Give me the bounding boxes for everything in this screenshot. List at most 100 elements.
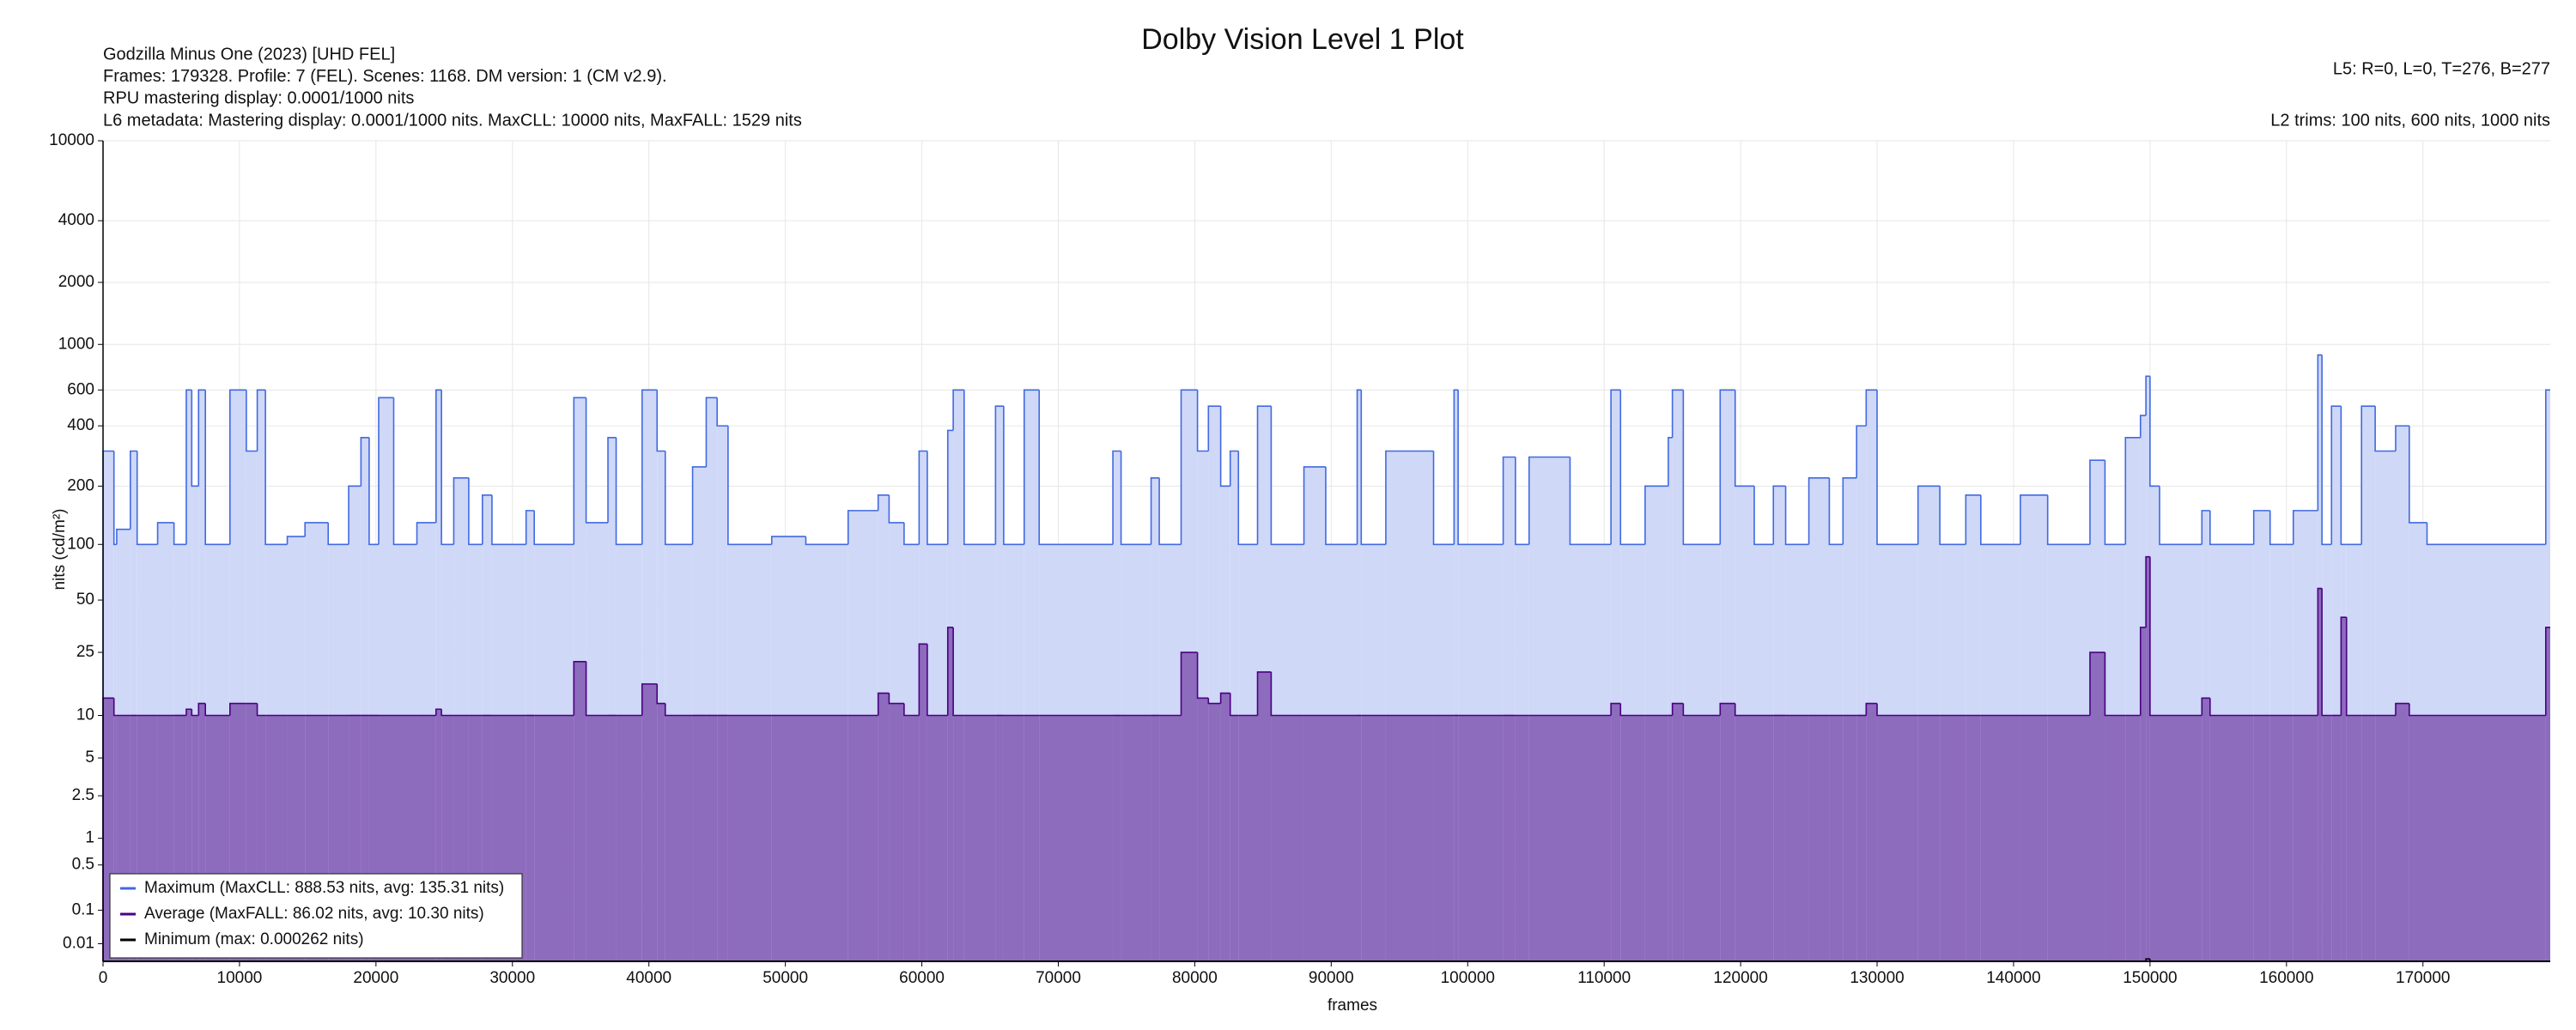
step-line [1196, 652, 1209, 700]
step-line [1610, 389, 1621, 545]
step-line [1682, 703, 1721, 717]
step-line [1807, 477, 1830, 545]
step-line [2395, 425, 2409, 451]
step-line [1207, 405, 1221, 451]
area-segment [1208, 703, 1221, 961]
step-line [392, 397, 417, 546]
step-line [2139, 627, 2147, 716]
step-line [1856, 425, 1867, 478]
area-segment [1303, 715, 1326, 961]
area-segment [526, 715, 535, 961]
area-segment [1754, 715, 1774, 961]
step-line [847, 510, 878, 545]
step-line [1453, 389, 1459, 545]
area-segment [1515, 715, 1529, 961]
area-segment [927, 715, 948, 961]
step-line [1753, 486, 1774, 546]
step-line [927, 451, 948, 546]
x-tick-label: 30000 [489, 969, 535, 987]
area-segment [1230, 451, 1239, 961]
area-segment [2409, 715, 2427, 961]
step-line [1734, 703, 1755, 717]
x-tick-label: 130000 [1850, 969, 1904, 987]
area-segment [2395, 703, 2409, 961]
area-segment [1454, 390, 1459, 961]
area-segment [727, 715, 772, 961]
step-line [197, 389, 206, 487]
x-tick-label: 90000 [1309, 969, 1354, 987]
step-line [877, 692, 890, 716]
area-segment [1808, 715, 1830, 961]
y-axis-label: nits (cd/m²) [51, 509, 69, 591]
area-segment [198, 390, 206, 961]
x-tick-label: 60000 [899, 969, 945, 987]
x-tick-label: 50000 [762, 969, 808, 987]
area-segment [1503, 715, 1516, 961]
info-text: Godzilla Minus One (2023) [UHD FEL] [103, 45, 395, 64]
area-segment [2253, 715, 2270, 961]
step-line [1502, 456, 1516, 545]
step-line [641, 683, 658, 716]
step-line [2104, 460, 2126, 546]
area-segment [1159, 715, 1182, 961]
step-line [691, 466, 707, 545]
step-line [2317, 354, 2323, 511]
step-line [2020, 494, 2048, 545]
step-line [2201, 697, 2210, 716]
area-segment [1785, 715, 1809, 961]
step-line [805, 536, 848, 546]
area-segment [1433, 715, 1455, 961]
step-line [770, 536, 806, 545]
area-segment [1965, 715, 1981, 961]
step-line [585, 661, 609, 717]
area-segment [2293, 715, 2318, 961]
area-segment [1773, 715, 1786, 961]
step-line [1671, 389, 1684, 438]
x-tick-label: 70000 [1036, 969, 1081, 987]
area-segment [1611, 703, 1621, 961]
step-line [264, 390, 288, 546]
step-line [2139, 415, 2147, 438]
step-line [994, 405, 1004, 545]
area-segment [2146, 556, 2150, 961]
y-tick-label: 600 [67, 380, 94, 398]
area-segment [198, 703, 206, 961]
step-line [573, 397, 586, 545]
step-line [903, 522, 920, 546]
y-tick-label: 10 [76, 706, 94, 724]
step-line [112, 451, 117, 546]
area-segment [2318, 588, 2323, 961]
area-segment [608, 437, 617, 962]
area-segment [2149, 715, 2160, 961]
step-line [453, 477, 469, 545]
x-tick-label: 120000 [1713, 969, 1767, 987]
area-segment [1866, 703, 1878, 961]
step-line [2159, 486, 2202, 546]
area-segment [2047, 715, 2090, 961]
step-line [918, 643, 927, 716]
area-segment [1113, 451, 1121, 961]
y-tick-label: 5 [85, 748, 94, 766]
step-line [191, 390, 199, 488]
area-segment [963, 715, 996, 961]
y-tick-label: 0.1 [72, 900, 94, 918]
area-segment [641, 683, 658, 961]
step-line [641, 389, 658, 545]
area-segment [1570, 715, 1612, 961]
area-segment [2125, 715, 2141, 961]
step-line [1876, 703, 1918, 717]
step-line [1515, 457, 1529, 546]
area-segment [878, 693, 890, 961]
x-tick-label: 20000 [353, 969, 398, 987]
step-line [1270, 671, 1304, 717]
legend: Maximum (MaxCLL: 888.53 nits, avg: 135.3… [109, 873, 523, 959]
y-tick-label: 2000 [58, 273, 94, 291]
area-segment [1238, 715, 1258, 961]
step-line [1003, 406, 1024, 546]
step-line [1939, 486, 1966, 546]
area-segment [1856, 715, 1867, 961]
info-text: L5: R=0, L=0, T=276, B=277 [2333, 59, 2550, 78]
area-segment [1683, 715, 1721, 961]
area-segment [1385, 715, 1434, 961]
area-segment [2140, 627, 2147, 961]
